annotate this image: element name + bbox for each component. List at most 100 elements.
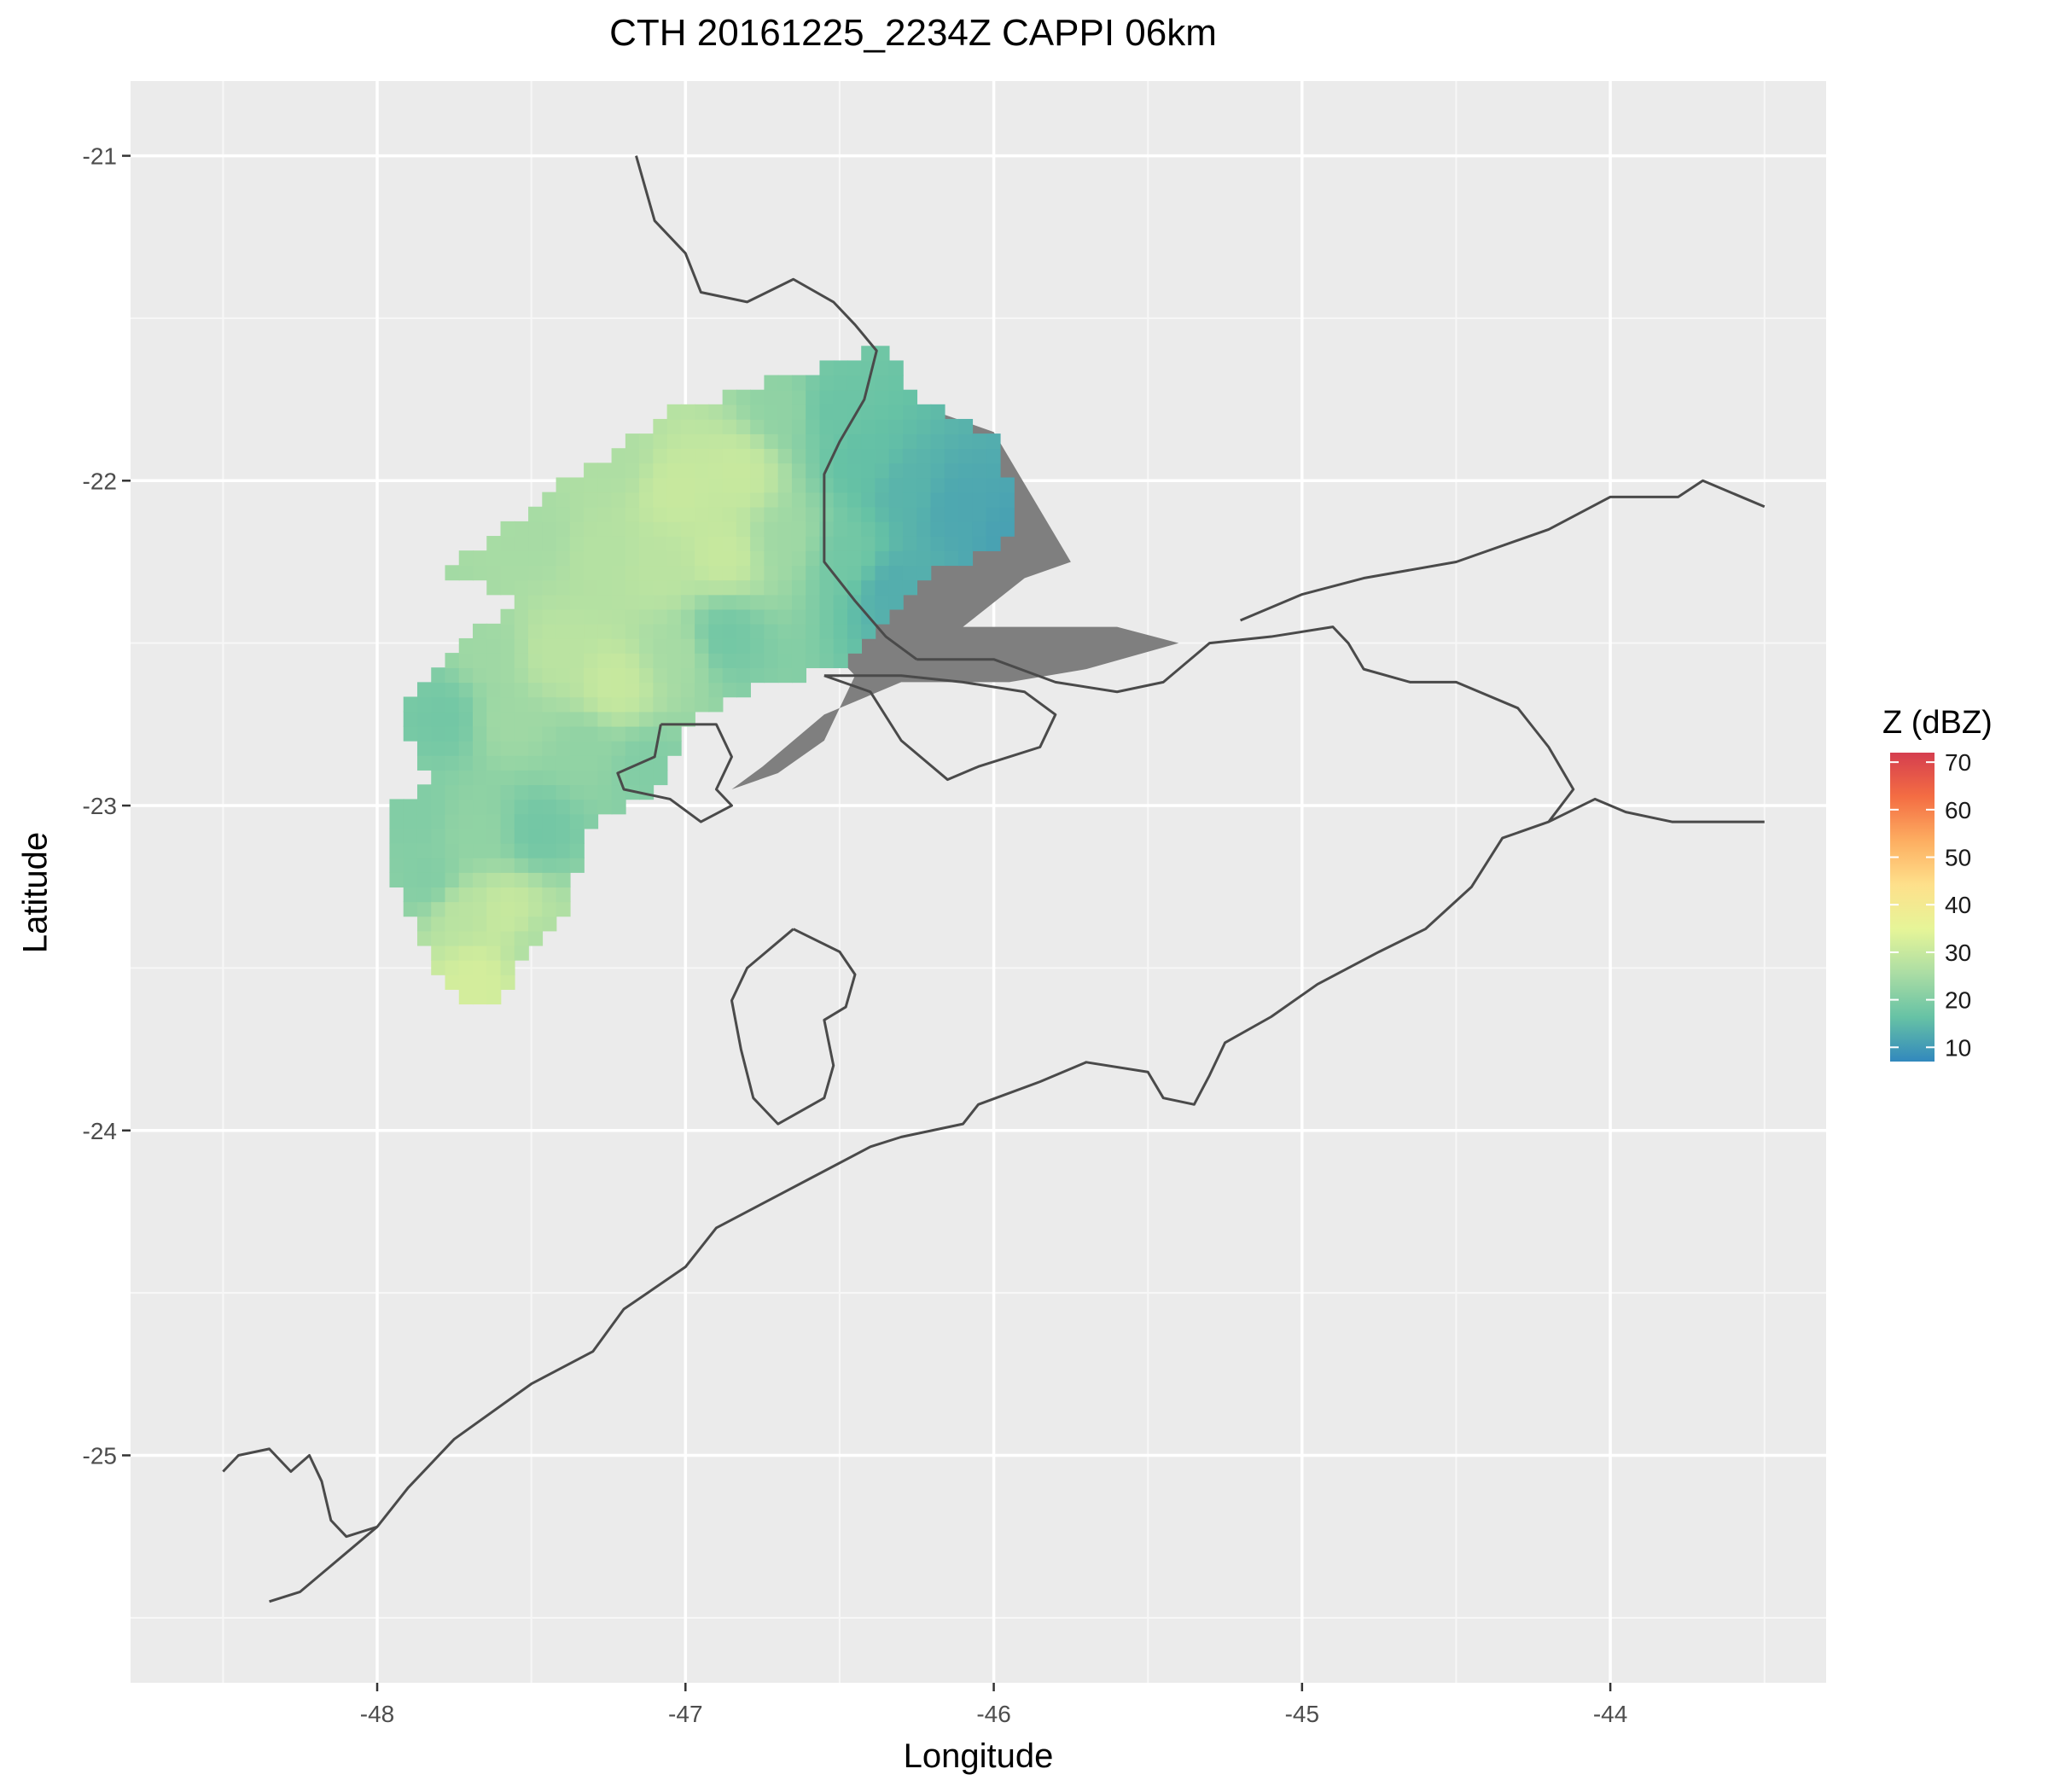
radar-pixel — [916, 477, 932, 493]
radar-pixel — [736, 653, 751, 669]
radar-pixel — [514, 565, 529, 581]
radar-pixel — [695, 477, 710, 493]
radar-pixel — [597, 477, 613, 493]
radar-pixel — [958, 433, 974, 450]
radar-pixel — [861, 404, 876, 420]
radar-pixel — [639, 579, 655, 596]
radar-pixel — [403, 725, 418, 742]
radar-pixel — [500, 725, 515, 742]
radar-pixel — [653, 506, 668, 522]
radar-pixel — [861, 346, 876, 362]
radar-pixel — [445, 565, 460, 581]
legend-tick-label: 40 — [1945, 892, 1971, 918]
radar-pixel — [764, 550, 779, 567]
radar-pixel — [458, 667, 474, 684]
radar-pixel — [750, 536, 765, 551]
radar-pixel — [791, 521, 806, 537]
radar-pixel — [542, 565, 557, 581]
radar-pixel — [806, 389, 821, 405]
radar-pixel — [736, 463, 751, 479]
radar-pixel — [569, 725, 585, 742]
radar-pixel — [861, 477, 876, 493]
radar-pixel — [389, 799, 404, 815]
radar-pixel — [486, 770, 502, 786]
radar-pixel — [847, 463, 863, 479]
radar-pixel — [653, 521, 668, 537]
radar-pixel — [473, 770, 488, 786]
radar-pixel — [819, 477, 835, 493]
radar-pixel — [695, 696, 710, 713]
radar-pixel — [486, 930, 502, 946]
radar-pixel — [569, 653, 585, 669]
radar-pixel — [597, 682, 613, 698]
radar-pixel — [916, 448, 932, 464]
radar-pixel — [528, 916, 544, 932]
radar-pixel — [972, 433, 987, 450]
radar-pixel — [500, 872, 515, 888]
radar-pixel — [847, 637, 863, 654]
radar-pixel — [416, 901, 433, 917]
radar-pixel — [625, 536, 640, 551]
radar-pixel — [569, 594, 585, 610]
radar-pixel — [639, 608, 655, 625]
radar-pixel — [597, 725, 613, 742]
radar-pixel — [819, 389, 835, 405]
radar-pixel — [500, 667, 515, 684]
radar-pixel — [528, 770, 544, 786]
radar-pixel — [708, 463, 724, 479]
radar-pixel — [458, 872, 474, 888]
radar-pixel — [625, 740, 640, 756]
radar-pixel — [473, 887, 488, 903]
radar-pixel — [666, 594, 682, 610]
radar-pixel — [806, 521, 821, 537]
radar-pixel — [806, 536, 821, 551]
radar-pixel — [791, 492, 806, 508]
radar-pixel — [875, 346, 890, 362]
radar-pixel — [736, 637, 751, 654]
radar-pixel — [542, 637, 557, 654]
radar-pixel — [875, 404, 890, 420]
radar-pixel — [445, 975, 460, 990]
radar-pixel — [708, 623, 724, 639]
radar-pixel — [542, 682, 557, 698]
radar-pixel — [514, 696, 529, 713]
radar-pixel — [625, 682, 640, 698]
radar-pixel — [653, 579, 668, 596]
radar-pixel — [403, 711, 418, 727]
radar-pixel — [777, 477, 793, 493]
radar-pixel — [930, 463, 945, 479]
radar-pixel — [680, 521, 695, 537]
radar-pixel — [722, 506, 737, 522]
radar-pixel — [736, 448, 751, 464]
radar-pixel — [625, 623, 640, 639]
radar-pixel — [431, 770, 446, 786]
radar-pixel — [930, 521, 945, 537]
radar-pixel — [958, 536, 974, 551]
radar-pixel — [806, 594, 821, 610]
radar-pixel — [528, 579, 544, 596]
radar-pixel — [888, 579, 904, 596]
radar-pixel — [542, 536, 557, 551]
radar-pixel — [888, 375, 904, 391]
radar-pixel — [819, 506, 835, 522]
radar-pixel — [680, 637, 695, 654]
radar-pixel — [777, 637, 793, 654]
radar-pixel — [500, 959, 515, 975]
radar-pixel — [458, 828, 474, 844]
radar-pixel — [445, 799, 460, 815]
radar-pixel — [597, 536, 613, 551]
radar-pixel — [445, 653, 460, 669]
radar-pixel — [431, 828, 446, 844]
radar-pixel — [445, 842, 460, 858]
radar-pixel — [986, 536, 1001, 551]
radar-pixel — [666, 506, 682, 522]
radar-pixel — [611, 637, 626, 654]
radar-pixel — [416, 696, 433, 713]
radar-pixel — [847, 579, 863, 596]
radar-pixel — [416, 857, 433, 873]
radar-pixel — [458, 975, 474, 990]
radar-pixel — [639, 521, 655, 537]
radar-pixel — [861, 521, 876, 537]
radar-pixel — [875, 448, 890, 464]
radar-pixel — [653, 770, 668, 786]
